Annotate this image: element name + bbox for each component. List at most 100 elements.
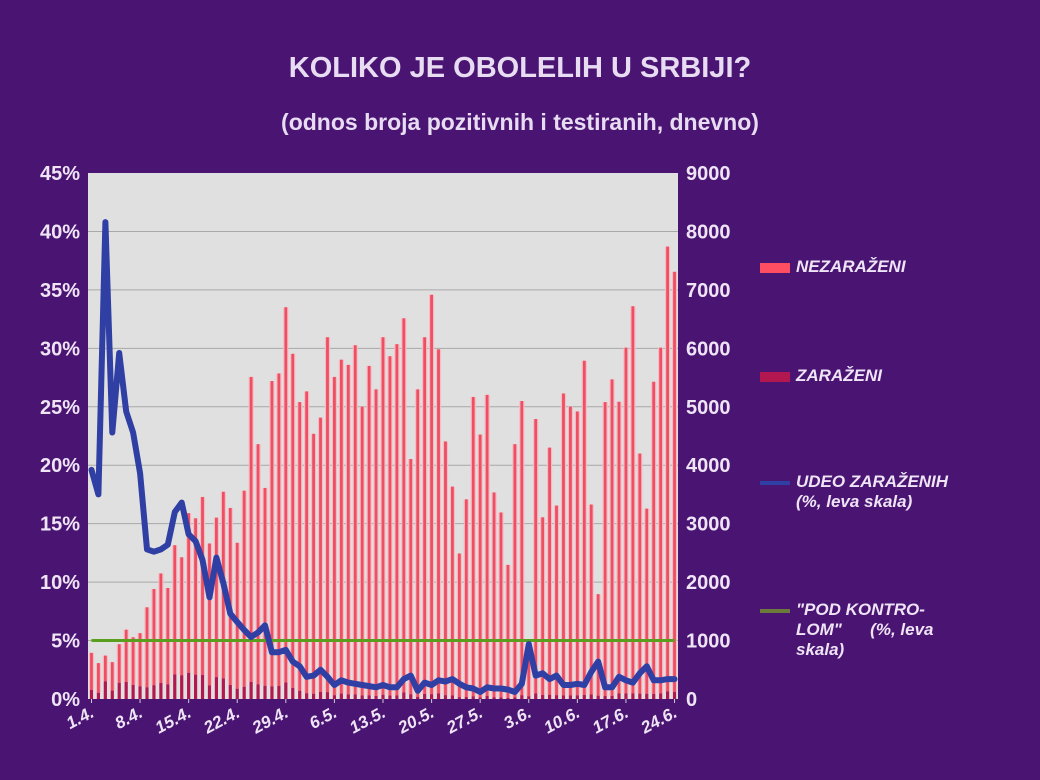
y-left-tick-label: 0% — [51, 689, 80, 711]
x-tick-label: 22.4. — [200, 703, 243, 738]
y-right-tick-label: 2000 — [686, 572, 731, 594]
bar-nezarazeni — [402, 318, 406, 693]
y-right-tick-label: 9000 — [686, 163, 731, 185]
bar-nezarazeni — [381, 337, 385, 695]
udeo-zarazenih-line — [88, 219, 678, 695]
bar-nezarazeni — [201, 496, 204, 675]
bar-zarazeni — [672, 691, 677, 699]
bar-zarazeni — [214, 677, 219, 699]
bar-zarazeni — [659, 693, 663, 699]
bar-zarazeni — [228, 685, 232, 699]
bar-nezarazeni — [541, 517, 545, 696]
bar-nezarazeni — [409, 459, 413, 695]
bar-zarazeni — [443, 695, 448, 699]
bar-zarazeni — [346, 694, 350, 699]
bar-zarazeni — [624, 693, 628, 699]
bar-zarazeni — [318, 691, 323, 699]
bar-nezarazeni — [312, 433, 315, 694]
bar-nezarazeni — [388, 356, 392, 696]
bar-nezarazeni — [555, 505, 558, 696]
legend-label: "POD KONTRO- LOM" (%, leva skala) — [796, 600, 934, 659]
bar-zarazeni — [589, 694, 593, 699]
bar-nezarazeni — [235, 542, 239, 689]
bar-nezarazeni — [548, 447, 551, 695]
bar-nezarazeni — [645, 508, 649, 694]
bar-zarazeni — [485, 695, 489, 699]
bar-nezarazeni — [353, 345, 357, 695]
bar-zarazeni — [131, 684, 135, 699]
bar-zarazeni — [367, 695, 371, 699]
bar-nezarazeni — [673, 271, 676, 692]
bar-zarazeni — [568, 695, 573, 699]
x-tick-label: 24.6. — [637, 703, 680, 738]
bar-nezarazeni — [131, 637, 135, 685]
bar-zarazeni — [423, 693, 427, 699]
x-tick-label: 6.5. — [306, 703, 340, 733]
bar-nezarazeni — [513, 444, 517, 698]
bar-nezarazeni — [520, 401, 524, 696]
bar-zarazeni — [89, 689, 94, 699]
bar-nezarazeni — [110, 662, 114, 691]
bar-zarazeni — [145, 687, 149, 699]
bar-zarazeni — [311, 693, 316, 699]
bar-nezarazeni — [326, 337, 329, 693]
x-tick-label: 3.6. — [500, 703, 534, 733]
y-right-tick-label: 1000 — [686, 631, 731, 653]
y-right-tick-label: 5000 — [686, 397, 731, 419]
x-tick-label: 29.4. — [248, 703, 291, 738]
y-right-tick-label: 8000 — [686, 221, 731, 243]
bar-zarazeni — [325, 692, 330, 699]
y-left-tick-label: 20% — [40, 455, 80, 477]
x-tick-label: 15.4. — [152, 703, 194, 738]
bar-nezarazeni — [124, 629, 128, 682]
bar-nezarazeni — [138, 633, 142, 687]
bar-nezarazeni — [659, 347, 663, 694]
bar-zarazeni — [235, 688, 239, 699]
bar-zarazeni — [638, 693, 642, 699]
bar-nezarazeni — [569, 406, 572, 696]
bar-zarazeni — [96, 692, 101, 699]
x-tick-label: 17.6. — [589, 703, 631, 738]
bar-zarazeni — [103, 681, 107, 699]
legend-swatch — [760, 263, 790, 273]
bar-zarazeni — [395, 695, 399, 699]
bar-nezarazeni — [90, 652, 93, 690]
bar-nezarazeni — [145, 607, 149, 688]
bar-nezarazeni — [284, 307, 288, 683]
bar-nezarazeni — [103, 655, 107, 682]
bar-nezarazeni — [506, 564, 510, 698]
y-left-tick-label: 5% — [51, 631, 80, 653]
bar-nezarazeni — [589, 504, 593, 695]
legend-label: NEZARAŽENI — [796, 257, 906, 276]
bar-zarazeni — [478, 697, 482, 699]
bar-zarazeni — [513, 697, 517, 699]
bar-zarazeni — [124, 681, 128, 699]
bar-nezarazeni — [562, 393, 565, 696]
bar-zarazeni — [332, 695, 337, 699]
bar-zarazeni — [506, 697, 510, 699]
bar-zarazeni — [547, 694, 552, 699]
bar-zarazeni — [187, 672, 191, 699]
bar-zarazeni — [159, 682, 163, 699]
bar-nezarazeni — [319, 417, 322, 692]
bar-zarazeni — [561, 695, 566, 699]
bar-zarazeni — [117, 682, 121, 699]
bar-nezarazeni — [270, 381, 274, 687]
bar-nezarazeni — [374, 389, 378, 696]
bar-zarazeni — [270, 686, 274, 699]
legend-label: ZARAŽENI — [796, 366, 882, 385]
bar-nezarazeni — [360, 406, 364, 696]
legend-item: "POD KONTRO- LOM" (%, leva skala) — [760, 600, 933, 660]
bar-zarazeni — [200, 674, 205, 699]
bar-zarazeni — [173, 674, 177, 699]
bar-nezarazeni — [603, 402, 607, 697]
bar-zarazeni — [374, 695, 378, 699]
legend-item: NEZARAŽENI — [760, 257, 906, 277]
bar-zarazeni — [603, 696, 607, 699]
bar-nezarazeni — [256, 444, 260, 685]
bar-nezarazeni — [194, 518, 197, 675]
y-left-tick-label: 15% — [40, 514, 80, 536]
bar-zarazeni — [353, 694, 357, 699]
bar-zarazeni — [534, 693, 538, 699]
bar-zarazeni — [457, 697, 461, 699]
